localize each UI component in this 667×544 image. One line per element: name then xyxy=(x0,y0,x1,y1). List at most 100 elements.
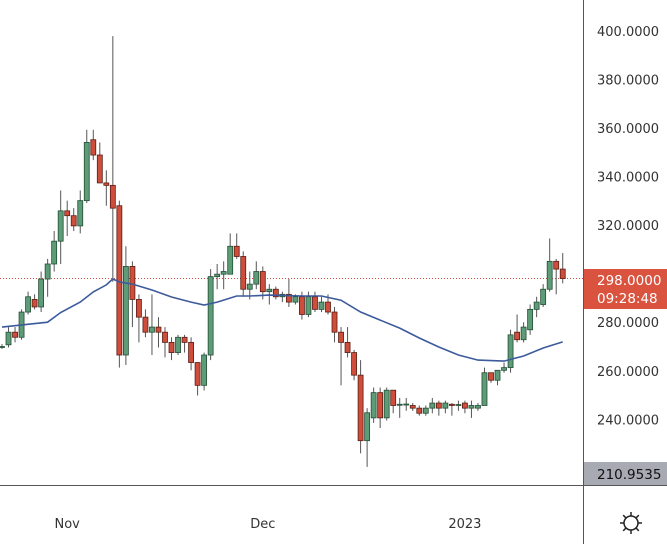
candle[interactable] xyxy=(259,266,266,300)
candle[interactable] xyxy=(559,253,566,284)
candle[interactable] xyxy=(116,200,123,368)
candle[interactable] xyxy=(149,294,155,356)
candle[interactable] xyxy=(409,403,416,411)
candle[interactable] xyxy=(338,327,344,386)
candle[interactable] xyxy=(396,397,403,418)
candle[interactable] xyxy=(429,397,436,414)
candle[interactable] xyxy=(344,327,351,358)
candle[interactable] xyxy=(246,271,253,300)
candle-body xyxy=(455,404,462,406)
candle[interactable] xyxy=(0,344,5,349)
candle[interactable] xyxy=(279,291,286,303)
candle[interactable] xyxy=(416,405,423,416)
candle[interactable] xyxy=(77,190,84,234)
candle[interactable] xyxy=(331,306,338,343)
candle[interactable] xyxy=(364,408,371,467)
candle[interactable] xyxy=(494,369,501,386)
candle[interactable] xyxy=(25,291,31,315)
candle[interactable] xyxy=(83,129,90,204)
candle[interactable] xyxy=(403,397,410,411)
candle[interactable] xyxy=(136,294,142,343)
candle[interactable] xyxy=(220,261,227,290)
candle[interactable] xyxy=(181,334,188,353)
candle[interactable] xyxy=(390,389,397,414)
candle-body xyxy=(370,392,377,419)
price-axis[interactable]: 400.0000 380.0000 360.0000 340.0000 320.0000… xyxy=(597,25,659,428)
candle[interactable] xyxy=(481,367,488,406)
candle[interactable] xyxy=(533,296,540,318)
candle[interactable] xyxy=(312,291,318,313)
candle[interactable] xyxy=(520,322,527,343)
candle[interactable] xyxy=(468,400,475,418)
candle[interactable] xyxy=(442,400,449,414)
candle[interactable] xyxy=(5,327,12,348)
candle[interactable] xyxy=(357,360,364,454)
candle[interactable] xyxy=(175,334,181,356)
candle-body xyxy=(553,260,560,270)
candle[interactable] xyxy=(370,387,377,423)
candle[interactable] xyxy=(435,400,442,416)
candle[interactable] xyxy=(70,208,77,231)
candle[interactable] xyxy=(475,403,481,411)
candle-body xyxy=(90,139,97,156)
candle-body xyxy=(155,326,162,333)
candle[interactable] xyxy=(540,284,547,307)
candle[interactable] xyxy=(51,230,58,272)
candle[interactable] xyxy=(501,362,507,373)
candle[interactable] xyxy=(103,170,110,206)
candle[interactable] xyxy=(214,263,221,290)
candle[interactable] xyxy=(168,337,175,361)
candle[interactable] xyxy=(351,349,357,381)
candle-body xyxy=(25,296,31,313)
candle[interactable] xyxy=(129,261,136,328)
candle-body xyxy=(96,154,103,184)
candle-body xyxy=(188,341,194,363)
candle[interactable] xyxy=(201,352,208,391)
candle-body xyxy=(259,271,266,293)
candle[interactable] xyxy=(31,294,38,310)
candle[interactable] xyxy=(122,246,129,365)
candle[interactable] xyxy=(162,327,168,358)
candle-body xyxy=(383,389,390,419)
candle[interactable] xyxy=(514,314,520,343)
candle[interactable] xyxy=(507,329,514,373)
candle[interactable] xyxy=(109,36,116,282)
candle[interactable] xyxy=(318,296,325,313)
candle[interactable] xyxy=(527,304,534,335)
candle[interactable] xyxy=(422,405,429,416)
candle[interactable] xyxy=(233,233,240,259)
candle[interactable] xyxy=(253,261,260,290)
candle[interactable] xyxy=(57,190,64,264)
candle[interactable] xyxy=(207,269,214,361)
gear-icon[interactable] xyxy=(620,512,642,534)
candle[interactable] xyxy=(227,233,234,275)
candle[interactable] xyxy=(448,403,455,416)
candle-body xyxy=(364,412,371,442)
candle-body xyxy=(103,182,110,186)
candle[interactable] xyxy=(188,337,194,371)
candle[interactable] xyxy=(96,142,103,184)
candle[interactable] xyxy=(38,271,45,313)
candle[interactable] xyxy=(155,317,162,348)
candle[interactable] xyxy=(240,251,247,297)
candle[interactable] xyxy=(285,279,292,307)
candle[interactable] xyxy=(377,387,384,429)
candle[interactable] xyxy=(194,362,201,396)
candle-body xyxy=(325,301,331,313)
candle[interactable] xyxy=(546,238,553,292)
time-axis[interactable]: Nov Dec 2023 xyxy=(55,517,482,532)
candle[interactable] xyxy=(64,200,71,237)
candle[interactable] xyxy=(272,286,279,300)
candle[interactable] xyxy=(142,309,149,338)
plot-area[interactable] xyxy=(0,36,583,467)
candle-body xyxy=(488,372,494,381)
candle[interactable] xyxy=(383,387,390,421)
candle[interactable] xyxy=(90,129,97,161)
candle[interactable] xyxy=(488,372,494,383)
candle[interactable] xyxy=(12,327,18,343)
candle[interactable] xyxy=(44,258,51,297)
candle[interactable] xyxy=(455,400,462,411)
candle[interactable] xyxy=(462,400,468,414)
candle[interactable] xyxy=(553,258,560,295)
